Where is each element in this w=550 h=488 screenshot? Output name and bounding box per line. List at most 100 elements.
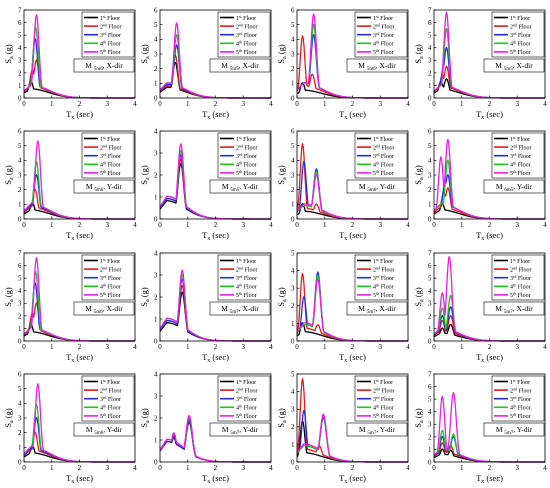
y-tick-label: 1 xyxy=(154,193,158,201)
y-tick-label: 0 xyxy=(428,94,432,102)
x-tick-label: 2 xyxy=(78,221,82,229)
x-tick-label: 1 xyxy=(460,221,464,229)
legend-label-floor-2: 2nd Floor xyxy=(236,143,258,151)
y-tick-label: 3 xyxy=(18,300,22,308)
x-axis-label: Tx (sec) xyxy=(202,473,229,485)
x-axis-label: Tx (sec) xyxy=(202,109,229,121)
y-tick-label: 0 xyxy=(18,94,22,102)
model-annotation-box xyxy=(483,58,545,73)
y-tick-label: 6 xyxy=(291,127,295,135)
x-axis-label: Tx (sec) xyxy=(339,109,366,121)
legend-label-floor-3: 3rd Floor xyxy=(236,274,257,282)
y-tick-label: 4 xyxy=(154,370,158,378)
y-tick-label: 2 xyxy=(291,186,295,194)
x-tick-label: 2 xyxy=(351,464,355,472)
y-tick-label: 0 xyxy=(428,215,432,223)
y-tick-label: 6 xyxy=(18,370,22,378)
y-axis-label: Sa (g) xyxy=(139,408,151,428)
x-tick-label: 3 xyxy=(106,343,110,351)
x-tick-label: 0 xyxy=(158,464,162,472)
x-tick-label: 3 xyxy=(516,221,520,229)
model-annotation-box xyxy=(483,422,545,437)
y-tick-label: 3 xyxy=(18,57,22,65)
y-tick-label: 1 xyxy=(428,201,432,209)
x-tick-label: 0 xyxy=(295,100,299,108)
x-tick-label: 0 xyxy=(22,464,26,472)
legend-label-floor-3: 3rd Floor xyxy=(236,395,257,403)
x-tick-label: 4 xyxy=(269,464,273,472)
legend-label-floor-1: 1st Floor xyxy=(100,14,120,22)
x-tick-label: 0 xyxy=(295,343,299,351)
x-tick-label: 4 xyxy=(133,100,137,108)
y-tick-label: 1 xyxy=(291,320,295,328)
y-tick-label: 3 xyxy=(291,171,295,179)
y-tick-label: 2 xyxy=(18,312,22,320)
x-axis-label: Tx (sec) xyxy=(476,109,503,121)
legend-box xyxy=(81,132,135,179)
legend-label-floor-4: 4th Floor xyxy=(510,161,531,169)
x-tick-label: 2 xyxy=(214,343,218,351)
legend-label-floor-5: 5th Floor xyxy=(236,169,257,177)
legend-label-floor-4: 4th Floor xyxy=(510,283,531,291)
legend-label-floor-5: 5th Floor xyxy=(236,48,257,56)
y-tick-label: 2 xyxy=(154,65,158,73)
y-tick-label: 6 xyxy=(428,262,432,270)
y-tick-label: 1 xyxy=(291,201,295,209)
y-tick-label: 7 xyxy=(428,249,432,257)
legend-label-floor-3: 3rd Floor xyxy=(373,395,394,403)
model-annotation-box xyxy=(209,58,271,73)
y-axis-label: Sa (g) xyxy=(276,287,288,307)
y-tick-label: 1 xyxy=(291,441,295,449)
y-tick-label: 2 xyxy=(291,302,295,310)
x-tick-label: 0 xyxy=(295,221,299,229)
x-axis-label: Tx (sec) xyxy=(339,352,366,364)
y-tick-label: 4 xyxy=(428,408,432,416)
legend-label-floor-4: 4th Floor xyxy=(100,283,121,291)
legend-label-floor-2: 2nd Floor xyxy=(100,265,122,273)
legend-label-floor-3: 3rd Floor xyxy=(373,274,394,282)
y-tick-label: 0 xyxy=(291,337,295,345)
x-axis-label: Tx (sec) xyxy=(339,473,366,485)
y-tick-label: 5 xyxy=(428,142,432,150)
x-tick-label: 2 xyxy=(214,221,218,229)
x-axis-label: Tx (sec) xyxy=(476,473,503,485)
y-tick-label: 2 xyxy=(154,171,158,179)
y-tick-label: 2 xyxy=(18,186,22,194)
legend-label-floor-3: 3rd Floor xyxy=(510,31,531,39)
y-tick-label: 5 xyxy=(18,385,22,393)
legend-label-floor-4: 4th Floor xyxy=(373,404,394,412)
x-tick-label: 2 xyxy=(351,100,355,108)
model-annotation: M 5m5, X-dir xyxy=(221,61,259,72)
legend-label-floor-3: 3rd Floor xyxy=(100,395,121,403)
series-line-floor-1 xyxy=(296,322,408,342)
legend-label-floor-3: 3rd Floor xyxy=(373,31,394,39)
y-tick-label: 4 xyxy=(18,400,22,408)
y-tick-label: 2 xyxy=(428,312,432,320)
y-tick-label: 6 xyxy=(154,6,158,14)
y-tick-label: 3 xyxy=(154,271,158,279)
model-annotation-box xyxy=(73,58,135,73)
legend-label-floor-1: 1st Floor xyxy=(100,378,120,386)
x-tick-label: 1 xyxy=(460,343,464,351)
legend-label-floor-5: 5th Floor xyxy=(510,169,531,177)
y-tick-label: 0 xyxy=(154,337,158,345)
legend-label-floor-5: 5th Floor xyxy=(100,48,121,56)
y-tick-label: 0 xyxy=(18,215,22,223)
legend-label-floor-4: 4th Floor xyxy=(236,161,257,169)
y-tick-label: 0 xyxy=(291,94,295,102)
y-tick-label: 5 xyxy=(18,32,22,40)
legend-label-floor-5: 5th Floor xyxy=(100,412,121,420)
x-tick-label: 0 xyxy=(432,100,436,108)
legend-label-floor-5: 5th Floor xyxy=(373,291,394,299)
x-tick-label: 0 xyxy=(158,343,162,351)
legend-label-floor-5: 5th Floor xyxy=(510,48,531,56)
legend-label-floor-4: 4th Floor xyxy=(100,404,121,412)
y-axis-label: Sa (g) xyxy=(413,287,425,307)
model-annotation-box xyxy=(346,301,408,316)
